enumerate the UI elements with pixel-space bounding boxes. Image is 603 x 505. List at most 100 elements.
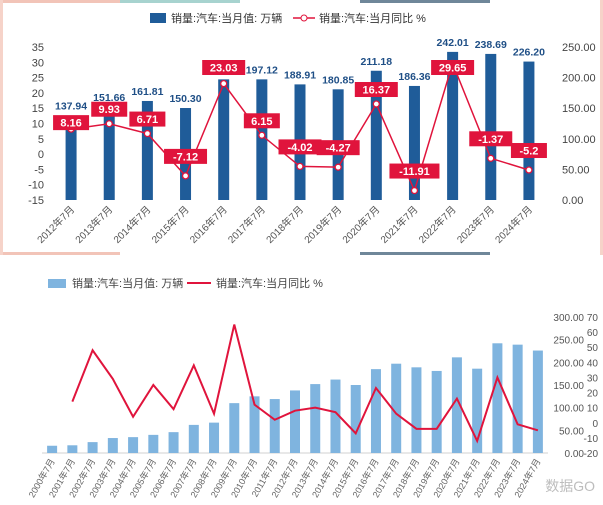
left-axis-tick: 35 [32,42,44,54]
bar [87,442,98,453]
bar [431,370,442,453]
left-axis-tick: 15 [32,103,44,115]
left-axis-tick: -15 [28,195,44,207]
bar-value-label: 137.94 [55,101,87,113]
bar-value-label: 242.01 [437,37,469,49]
yoy-label-box [91,101,128,117]
yoy-line [71,324,539,444]
line-axis-tick: 60 [587,328,599,339]
yoy-value-label: -11.91 [399,166,430,178]
x-tick-label: 2016年7月 [187,203,230,246]
line-axis-tick: 70 [587,313,599,324]
bar [47,445,58,453]
yoy-value-label: -7.12 [173,151,198,163]
bar [411,367,422,453]
chart-2-svg: 销量:汽车:当月值: 万辆 销量:汽车:当月同比 % 300.00250.002… [26,276,599,499]
yoy-point [525,166,533,174]
bar-value-label: 161.81 [131,86,163,98]
bar [67,445,78,453]
bar-axis-tick: 100.00 [553,404,584,415]
line-axis-tick: 40 [587,358,599,369]
legend-line-label-2: 销量:汽车:当月同比 % [216,276,323,290]
chart-1-svg: 销量:汽车:当月值: 万辆 销量:汽车:当月同比 % 35 30 25 20 15 10 5… [0,0,603,255]
yoy-point [372,100,380,108]
x-tick-label: 2020年7月 [339,203,382,246]
bar [256,79,268,200]
yoy-label-box [469,131,513,147]
legend-bar-swatch [150,13,166,23]
bar-value-label: 151.66 [93,92,125,104]
chart-1: 销量:汽车:当月值: 万辆 销量:汽车:当月同比 % 35 30 25 20 15 10 5… [0,0,603,255]
left-axis-tick: 20 [32,88,44,100]
yoy-value-label: -4.02 [287,142,312,154]
x-tick-label: 2017年7月 [225,203,268,246]
bar [65,115,77,200]
bottom-strip-2 [360,252,490,255]
bar [168,432,179,453]
bar [128,437,139,453]
top-strip-2 [120,0,240,3]
bar [269,399,280,453]
yoy-value-label: -1.37 [478,134,503,146]
x-tick-label: 2022年7月 [416,203,459,246]
yoy-label-box [389,163,440,179]
yoy-value-label: 29.65 [439,63,467,75]
bar [492,343,503,453]
bar-value-label: 211.18 [361,56,393,68]
bar [188,424,199,453]
panel-divider [0,255,603,262]
yoy-value-label: 6.15 [251,116,272,128]
legend-bar-label: 销量:汽车:当月值: 万辆 [171,11,282,25]
yoy-label-box [164,148,208,164]
bar-value-label: 226.20 [513,47,545,59]
line-axis-tick: 20 [587,389,599,400]
bar [310,384,321,453]
yoy-value-label: 9.93 [99,104,120,116]
chart-2: 销量:汽车:当月值: 万辆 销量:汽车:当月同比 % 300.00 250.00 2… [0,262,603,500]
left-axis-tick: -10 [28,180,44,192]
bar [350,385,361,453]
yoy-label-box [510,143,547,159]
yoy-point [296,162,304,171]
yoy-point [181,172,190,180]
yoy-point [220,79,228,88]
left-edge-strip [0,0,3,255]
bar-axis-tick: 200.00 [553,358,584,369]
x-tick-label: 2014年7月 [111,203,154,246]
yoy-label-box [316,140,360,156]
bar [391,363,402,453]
bar [330,379,341,453]
right-axis-tick: 100.00 [562,134,596,146]
bar-value-label: 150.30 [169,93,201,105]
yoy-point [410,186,419,195]
yoy-value-label: -4.27 [326,143,351,155]
left-axis-tick: 30 [32,57,44,69]
x-tick-label: 2023年7月 [454,203,497,246]
bar [148,434,159,453]
legend-line-marker [300,14,308,22]
yoy-value-label: 23.03 [210,63,238,75]
bar-axis-tick: 250.00 [553,336,584,347]
yoy-value-label: -5.2 [519,146,538,158]
left-axis-tick: 25 [32,73,44,85]
x-tick-label: 2021年7月 [378,203,421,246]
x-tick-label: 2018年7月 [263,203,306,246]
bar-axis-tick: 50.00 [559,426,584,437]
x-tick-label: 2015年7月 [149,203,192,246]
yoy-point [487,154,495,162]
yoy-value-label: 6.71 [137,114,158,126]
right-axis-tick: 50.00 [562,164,590,176]
bar [447,51,459,201]
bar-axis-tick: 300.00 [553,313,584,324]
legend-line-label: 销量:汽车:当月同比 % [319,11,426,25]
yoy-label-box [129,111,166,127]
bar-value-label: 180.85 [322,74,354,86]
top-strip-1 [0,0,120,3]
yoy-label-box [243,113,280,129]
x-tick-label: 2019年7月 [301,203,344,246]
bar-value-label: 188.91 [284,69,316,81]
bar [485,53,497,200]
bar [141,100,153,200]
yoy-point [105,120,113,128]
bar [218,79,230,200]
